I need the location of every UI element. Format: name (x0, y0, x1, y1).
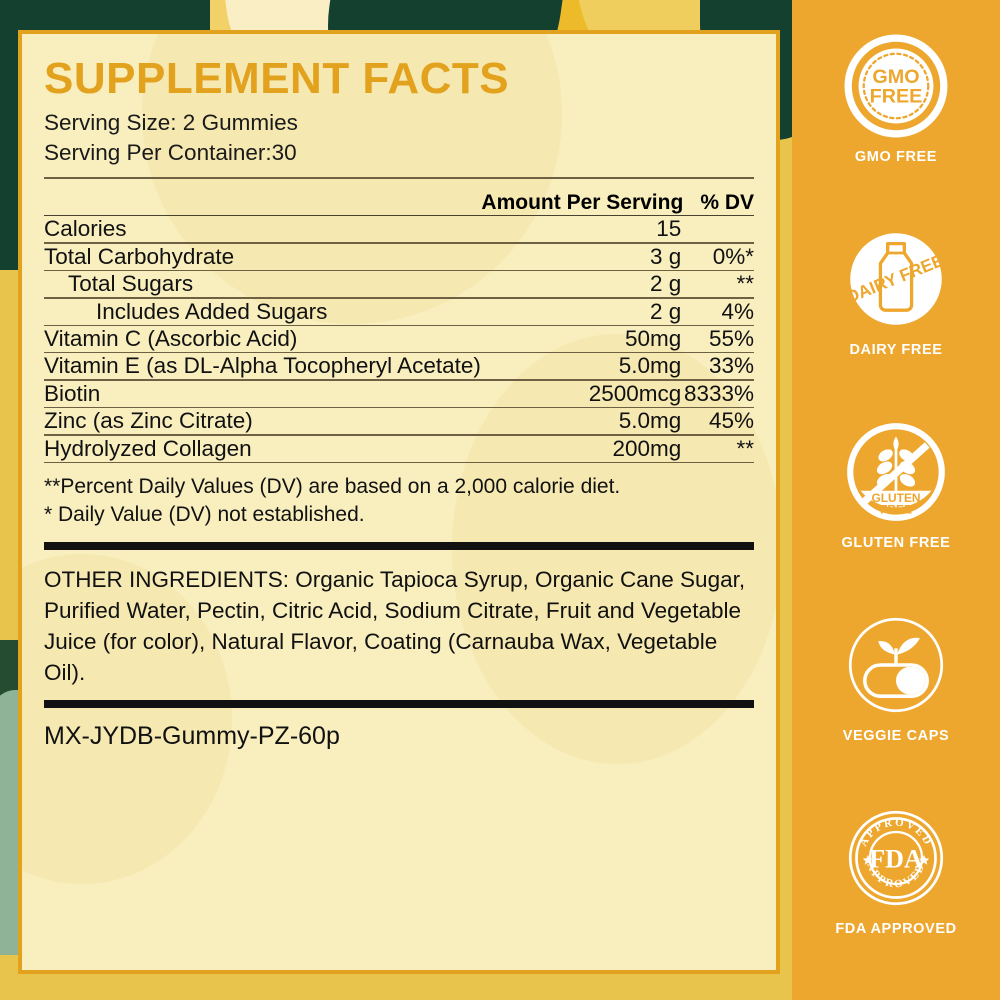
nutrient-dv: 33% (708, 353, 754, 379)
star-left-icon (862, 854, 874, 865)
nutrient-dv: 55% (708, 325, 754, 351)
nutrient-dv: ** (736, 435, 754, 461)
column-header-amount: Amount Per Serving (481, 190, 684, 214)
nutrient-amount: 2500mcg (588, 380, 682, 406)
nutrient-amount: 200mg (612, 435, 682, 461)
nutrient-amount: 3 g (650, 243, 682, 269)
certification-badges: GMO FREE GMO FREE DAIRY FREE DAIRY FREE (792, 0, 1000, 1000)
product-code: MX-JYDB-Gummy-PZ-60p (44, 721, 340, 750)
nutrient-dv: 45% (708, 408, 754, 434)
nutrient-amount: 5.0mg (618, 408, 682, 434)
nutrition-table: Amount Per Serving % DV Calories 15 Tota… (44, 191, 754, 463)
other-ingredients: OTHER INGREDIENTS: Organic Tapioca Syrup… (44, 566, 746, 685)
table-row: Total Carbohydrate 3 g 0%* (44, 244, 754, 270)
nutrient-amount: 2 g (650, 298, 682, 324)
nutrient-name: Total Sugars (68, 271, 194, 297)
table-row: Biotin 2500mcg 8333% (44, 381, 754, 407)
table-row: Includes Added Sugars 2 g 4% (44, 299, 754, 325)
table-header-row: Amount Per Serving % DV (44, 191, 754, 215)
gluten-free-icon: GLUTEN FREE (844, 420, 948, 524)
nutrient-amount: 2 g (650, 271, 682, 297)
header-blank (44, 191, 481, 215)
badge-dairy-free: DAIRY FREE DAIRY FREE (792, 227, 1000, 420)
nutrient-dv (683, 216, 754, 242)
nutrient-amount: 50mg (625, 325, 682, 351)
nutrient-name: Biotin (44, 380, 101, 406)
fda-center-text: FDA (869, 844, 923, 873)
nutrient-dv: 4% (721, 298, 754, 324)
star-right-icon (918, 854, 930, 865)
rule-under-serving (44, 177, 754, 179)
badge-label-dairy-free: DAIRY FREE (849, 342, 943, 358)
divider-above-ingredients (44, 541, 754, 550)
badge-veggie-caps: VEGGIE CAPS (792, 613, 1000, 806)
gluten-free-mark-line1: GLUTEN (871, 491, 920, 505)
footnote-daily-values: **Percent Daily Values (DV) are based on… (44, 474, 621, 498)
column-header-dv: % DV (700, 190, 754, 214)
nutrient-amount: 5.0mg (618, 353, 682, 379)
gmo-free-icon: GMO FREE (844, 34, 948, 138)
badge-fda-approved: APPROVED APPROVED FDA FDA APPROVED (792, 806, 1000, 999)
nutrient-dv: 0%* (712, 243, 754, 269)
serving-size: Serving Size: 2 Gummies (44, 110, 298, 136)
table-row: Zinc (as Zinc Citrate) 5.0mg 45% (44, 408, 754, 434)
gluten-free-mark-line2: FREE (880, 503, 912, 517)
badge-label-gluten-free: GLUTEN FREE (841, 535, 951, 551)
supplement-facts-panel: SUPPLEMENT FACTS Serving Size: 2 Gummies… (18, 30, 780, 974)
gmo-free-mark-line1: GMO (872, 66, 919, 88)
nutrient-dv: 8333% (683, 380, 754, 406)
gmo-free-mark-line2: FREE (870, 86, 923, 108)
table-row: Total Sugars 2 g ** (44, 271, 754, 297)
footnotes: **Percent Daily Values (DV) are based on… (44, 473, 754, 530)
nutrient-name: Hydrolyzed Collagen (44, 435, 252, 461)
nutrient-name: Vitamin E (as DL-Alpha Tocopheryl Acetat… (44, 353, 481, 379)
table-row: Vitamin C (Ascorbic Acid) 50mg 55% (44, 326, 754, 352)
serving-per-container: Serving Per Container:30 (44, 140, 297, 166)
nutrient-name: Zinc (as Zinc Citrate) (44, 408, 253, 434)
nutrient-name: Total Carbohydrate (44, 243, 235, 269)
table-row: Hydrolyzed Collagen 200mg ** (44, 436, 754, 462)
veggie-caps-icon (844, 613, 948, 717)
fda-approved-icon: APPROVED APPROVED FDA (844, 806, 948, 910)
nutrient-name: Calories (44, 216, 127, 242)
table-row: Calories 15 (44, 216, 754, 242)
badge-gmo-free: GMO FREE GMO FREE (792, 34, 1000, 227)
nutrient-name: Vitamin C (Ascorbic Acid) (44, 325, 298, 351)
badge-label-fda-approved: FDA APPROVED (835, 921, 957, 937)
badge-gluten-free: GLUTEN FREE GLUTEN FREE (792, 420, 1000, 613)
table-row: Vitamin E (as DL-Alpha Tocopheryl Acetat… (44, 353, 754, 379)
nutrient-dv: ** (736, 271, 754, 297)
nutrient-name: Includes Added Sugars (96, 298, 328, 324)
dairy-free-icon: DAIRY FREE (843, 227, 948, 331)
footnote-not-established: * Daily Value (DV) not established. (44, 503, 365, 527)
badge-label-gmo-free: GMO FREE (854, 149, 938, 165)
divider-above-product-code (44, 699, 754, 708)
page-title: SUPPLEMENT FACTS (44, 54, 510, 103)
nutrient-amount: 15 (656, 216, 682, 242)
badge-label-veggie-caps: VEGGIE CAPS (842, 728, 950, 744)
